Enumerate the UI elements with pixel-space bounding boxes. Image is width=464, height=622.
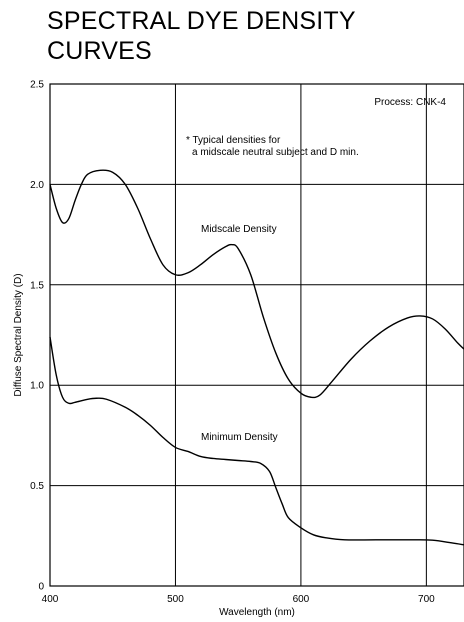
chart-title: SPECTRAL DYE DENSITY CURVES [47,7,356,65]
series-group [49,169,464,546]
y-tick-label: 1.5 [30,280,44,291]
y-tick-label: 2.5 [30,80,44,91]
midscale-density-curve [49,169,464,399]
note-line-2: a midscale neutral subject and D min. [192,147,359,158]
y-axis-label: Diffuse Spectral Density (D) [13,273,24,396]
midscale-density-label: Midscale Density [201,224,277,235]
note-line-1: * Typical densities for [186,135,281,146]
x-tick-label: 700 [418,594,435,605]
x-tick-label: 400 [42,594,59,605]
y-tick-label: 0.5 [30,481,44,492]
y-tick-label: 2.0 [30,180,44,191]
y-tick-label: 0 [38,582,44,593]
process-label: Process: CNK-4 [374,97,446,108]
axis-ticks: 0 0.5 1.0 1.5 2.0 2.5 400 500 600 700 [30,80,435,606]
y-tick-label: 1.0 [30,381,44,392]
minimum-density-curve [49,336,464,546]
x-tick-label: 600 [293,594,310,605]
x-tick-label: 500 [167,594,184,605]
minimum-density-label: Minimum Density [201,432,278,443]
grid [50,84,464,586]
x-axis-label: Wavelength (nm) [219,607,295,618]
plot-frame [49,83,464,587]
